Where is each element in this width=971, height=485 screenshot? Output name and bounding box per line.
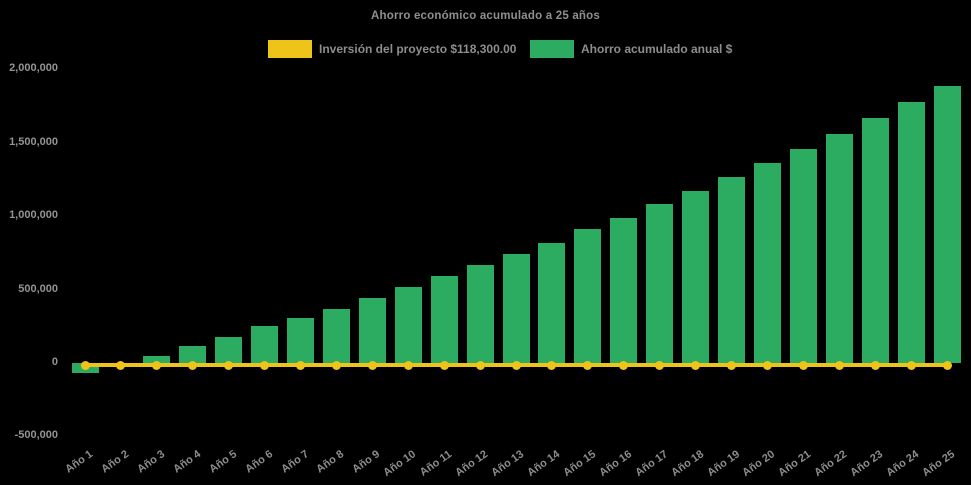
- investment-line-marker: [691, 360, 701, 370]
- investment-line-marker: [906, 360, 916, 370]
- investment-line-marker: [727, 360, 737, 370]
- bar-año-17: [646, 204, 674, 363]
- legend-swatch-green: [530, 39, 574, 58]
- investment-line-marker: [475, 360, 485, 370]
- investment-line-marker: [798, 360, 808, 370]
- investment-line-marker: [511, 360, 521, 370]
- bar-año-22: [825, 133, 853, 363]
- bar-año-3: [143, 355, 171, 363]
- investment-line-marker: [116, 360, 126, 370]
- chart-title: Ahorro económico acumulado a 25 años: [371, 10, 600, 22]
- investment-line-marker: [583, 360, 593, 370]
- investment-line-marker: [870, 360, 880, 370]
- investment-line-marker: [403, 360, 413, 370]
- legend: Inversión del proyecto $118,300.00 Ahorr…: [0, 39, 971, 59]
- legend-item-ahorro: Ahorro acumulado anual $: [530, 39, 732, 58]
- bar-año-25: [933, 86, 961, 363]
- bar-año-9: [358, 298, 386, 363]
- legend-item-inversion: Inversión del proyecto $118,300.00: [268, 39, 516, 58]
- bar-año-24: [897, 102, 925, 363]
- y-axis-tick-label: 2,000,000: [9, 62, 58, 75]
- investment-line-marker: [834, 360, 844, 370]
- bar-año-4: [179, 346, 207, 363]
- bar-año-20: [753, 163, 781, 363]
- legend-swatch-yellow: [268, 39, 312, 58]
- investment-line-marker: [296, 360, 306, 370]
- y-axis-tick-label: -500,000: [14, 429, 58, 442]
- investment-line-marker: [439, 360, 449, 370]
- bar-año-19: [718, 177, 746, 363]
- bar-año-11: [430, 276, 458, 363]
- investment-line-marker: [619, 360, 629, 370]
- investment-line-marker: [260, 360, 270, 370]
- y-axis-tick-label: 1,000,000: [9, 209, 58, 222]
- y-axis-tick-label: 1,500,000: [9, 135, 58, 148]
- investment-line-marker: [655, 360, 665, 370]
- y-axis-tick-label: 500,000: [18, 282, 58, 295]
- investment-line-marker: [80, 360, 90, 370]
- bar-año-5: [215, 337, 243, 363]
- bar-año-18: [682, 191, 710, 363]
- bar-año-6: [251, 326, 279, 363]
- bar-año-7: [287, 318, 315, 363]
- bar-año-14: [538, 243, 566, 363]
- investment-line-marker: [367, 360, 377, 370]
- investment-line-marker: [942, 360, 952, 370]
- investment-line-marker: [224, 360, 234, 370]
- legend-label-ahorro: Ahorro acumulado anual $: [581, 41, 733, 56]
- investment-line-marker: [331, 360, 341, 370]
- bar-año-15: [574, 229, 602, 363]
- investment-line-marker: [152, 360, 162, 370]
- investment-line-marker: [547, 360, 557, 370]
- y-axis-tick-label: 0: [51, 356, 58, 368]
- legend-label-inversion: Inversión del proyecto $118,300.00: [319, 41, 517, 56]
- bar-año-21: [789, 148, 817, 363]
- bar-año-13: [502, 254, 530, 363]
- bar-año-12: [466, 265, 494, 363]
- bar-año-8: [322, 308, 350, 363]
- investment-line-marker: [188, 360, 198, 370]
- bar-año-16: [610, 217, 638, 363]
- bar-año-10: [394, 287, 422, 363]
- investment-line-marker: [762, 360, 772, 370]
- bar-año-23: [861, 117, 889, 363]
